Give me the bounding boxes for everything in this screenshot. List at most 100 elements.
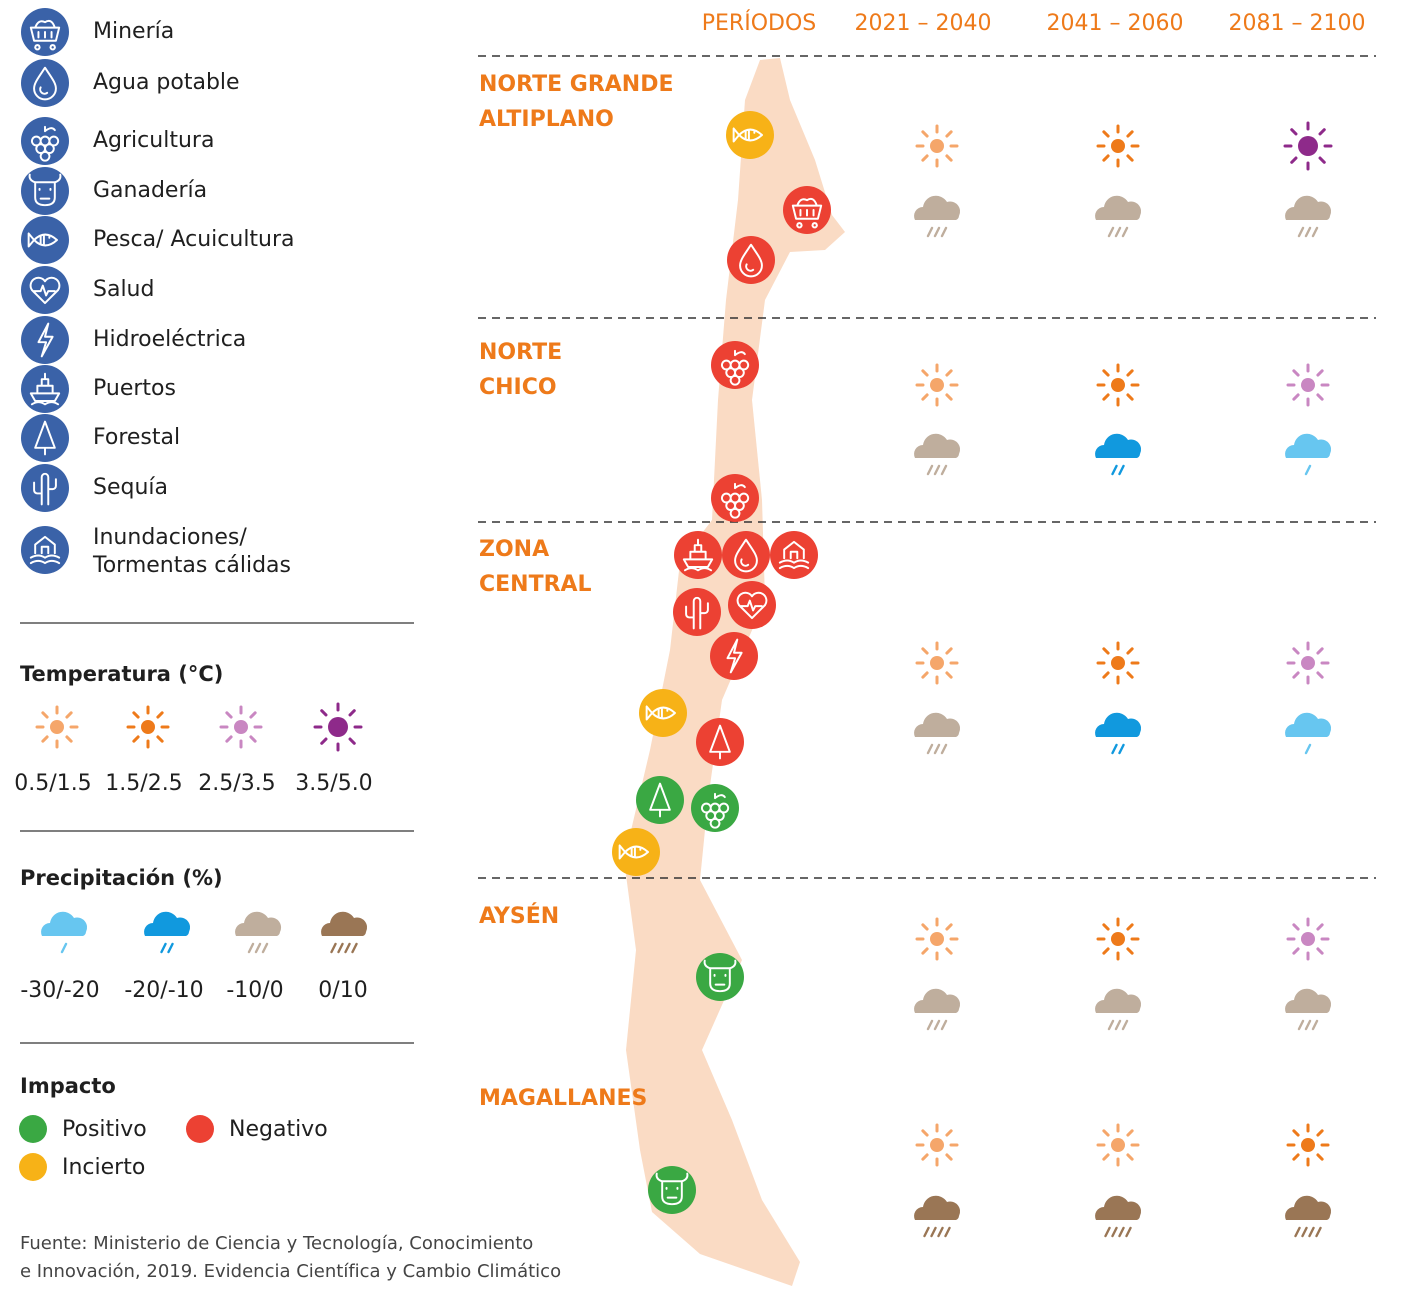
sun-ray [1126, 393, 1134, 401]
rain-drop [940, 743, 948, 755]
icon-disc [673, 588, 721, 636]
sun-ray [1292, 1153, 1300, 1161]
cloud-body [321, 911, 368, 936]
sun-core [328, 717, 348, 737]
rain-drop [1297, 1019, 1305, 1031]
region-name: NORTE GRANDE [479, 72, 674, 97]
icon-disc [711, 341, 759, 389]
sun-ray [1316, 369, 1324, 377]
cloud-body [235, 911, 282, 936]
sector-icon [722, 531, 770, 579]
region-name: CHICO [479, 375, 557, 400]
sector-icon [727, 236, 775, 284]
precipitation-level: -10/0 [226, 978, 283, 1003]
sector-icon [696, 953, 744, 1001]
rain-drop [926, 464, 934, 476]
cloud-body [1285, 433, 1332, 458]
sector-icon [710, 632, 758, 680]
rain-drop [351, 942, 358, 954]
rain-drop [926, 226, 934, 238]
sun-icon [1286, 641, 1330, 685]
sun-ray [132, 735, 140, 743]
sun-core [234, 720, 248, 734]
sector-label: Hidroeléctrica [93, 327, 246, 352]
source-line: e Innovación, 2019. Evidencia Científica… [20, 1261, 561, 1282]
icon-glyph [30, 125, 60, 162]
region-dividers [478, 55, 1376, 879]
sun-ray [1126, 923, 1134, 931]
rain-drop [1315, 1226, 1322, 1238]
impact-dot [186, 1115, 214, 1143]
sun-ray [249, 711, 257, 719]
rain-drop [1308, 1226, 1315, 1238]
rain-drop [923, 1226, 930, 1238]
icon-glyph [645, 705, 676, 721]
cloud-body [1095, 433, 1142, 458]
icon-glyph [27, 232, 58, 248]
sector-icon [21, 464, 69, 512]
rain-drop [1121, 1019, 1129, 1031]
cloud-body [1285, 195, 1332, 220]
sector-label: Sequía [93, 475, 168, 500]
cloud-icon [1285, 988, 1332, 1031]
sector-icon [673, 588, 721, 636]
rain-drop [930, 1226, 937, 1238]
sector-icon [674, 531, 722, 579]
sector-icon [21, 266, 69, 314]
icon-glyph [709, 724, 731, 760]
cloud-body [1095, 195, 1142, 220]
rain-drop [933, 464, 941, 476]
sector-icon [21, 59, 69, 107]
sector-icon [21, 365, 69, 413]
icon-glyph [700, 792, 730, 829]
icon-disc [770, 531, 818, 579]
sun-ray [1292, 947, 1300, 955]
cloud-icon [1095, 712, 1142, 755]
rain-drop [1107, 226, 1115, 238]
sun-ray [65, 711, 73, 719]
sun-ray [41, 711, 49, 719]
cloud-body [914, 988, 961, 1013]
sun-ray [945, 1153, 953, 1161]
sun-core [1111, 378, 1125, 392]
region-name: MAGALLANES [479, 1086, 647, 1111]
precipitation-title: Precipitación (%) [20, 866, 223, 890]
icon-glyph [720, 482, 750, 519]
sector-icon [691, 784, 739, 832]
sun-icon [219, 705, 263, 749]
cloud-icon [1285, 712, 1332, 755]
icon-glyph [29, 276, 61, 305]
sun-ray [1292, 671, 1300, 679]
rain-drop [1304, 1019, 1312, 1031]
sun-ray [921, 947, 929, 955]
icon-glyph [29, 535, 61, 565]
icon-glyph [34, 420, 56, 456]
cloud-body [914, 195, 961, 220]
sun-core [930, 656, 944, 670]
sun-ray [1102, 923, 1110, 931]
cloud-body [914, 1195, 961, 1220]
cloud-icon [1285, 1195, 1332, 1238]
sun-ray [921, 647, 929, 655]
sun-icon [915, 124, 959, 168]
sector-icon [770, 531, 818, 579]
period-label: 2081 – 2100 [1229, 11, 1366, 36]
sun-ray [1316, 671, 1324, 679]
sun-ray [1102, 671, 1110, 679]
icon-disc [722, 531, 770, 579]
sector-icon [612, 828, 660, 876]
rain-drop [1118, 743, 1125, 755]
icon-glyph [28, 173, 62, 207]
sector-icon [21, 526, 69, 574]
sun-core [1301, 1138, 1315, 1152]
temperature-level: 0.5/1.5 [14, 771, 91, 796]
cloud-icon [1285, 195, 1332, 238]
sun-ray [249, 735, 257, 743]
sun-core [930, 1138, 944, 1152]
sun-icon [126, 705, 170, 749]
sun-ray [1126, 130, 1134, 138]
sun-ray [945, 393, 953, 401]
rain-drop [1118, 1226, 1125, 1238]
icon-disc [648, 1166, 696, 1214]
rain-drop [1125, 1226, 1132, 1238]
